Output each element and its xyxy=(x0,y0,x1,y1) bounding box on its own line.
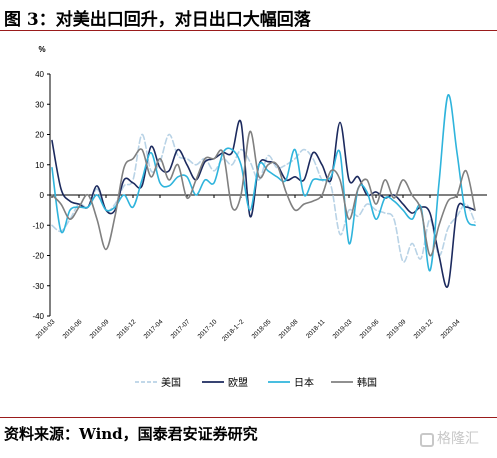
title-rule xyxy=(0,30,497,31)
x-tick-label: 2018-05 xyxy=(251,318,273,340)
x-tick-label: 2016-03 xyxy=(35,318,57,340)
x-tick-label: 2018-08 xyxy=(278,318,300,340)
x-tick-label: 2016-06 xyxy=(62,318,84,340)
chart-series xyxy=(51,94,476,288)
x-tick-label: 2019-03 xyxy=(332,318,354,340)
y-tick-label: 40 xyxy=(35,70,44,79)
source-note: 资料来源：Wind，国泰君安证券研究 xyxy=(4,425,258,443)
y-tick-label: 20 xyxy=(35,131,44,140)
figure-title: 图 3：对美出口回升，对日出口大幅回落 xyxy=(4,10,311,30)
y-axis-unit: % xyxy=(38,45,45,54)
watermark-logo-icon xyxy=(420,433,434,447)
x-tick-label: 2016-12 xyxy=(116,318,138,340)
x-tick-label: 2018-11 xyxy=(305,318,327,340)
legend-label-1: 欧盟 xyxy=(228,377,248,389)
x-tick-label: 2018-1~2 xyxy=(221,318,246,343)
y-tick-label: -20 xyxy=(32,252,44,261)
watermark: 格隆汇 xyxy=(420,428,479,448)
x-tick-label: 2019-12 xyxy=(413,318,435,340)
legend-label-3: 韩国 xyxy=(357,376,377,389)
y-tick-label: 30 xyxy=(35,100,44,109)
x-tick-label: 2017-04 xyxy=(143,318,165,340)
x-tick-label: 2017-07 xyxy=(170,318,192,340)
y-tick-label: 10 xyxy=(35,161,44,170)
legend-label-2: 日本 xyxy=(294,376,314,389)
y-tick-label: 0 xyxy=(40,191,45,200)
legend-label-0: 美国 xyxy=(161,376,181,389)
series-line-0 xyxy=(51,133,476,263)
x-tick-label: 2019-09 xyxy=(386,318,408,340)
watermark-label: 格隆汇 xyxy=(437,431,479,447)
series-line-1 xyxy=(51,119,476,288)
y-tick-label: -40 xyxy=(32,312,44,321)
y-tick-label: -30 xyxy=(32,282,44,291)
title-bar: 图 3：对美出口回升，对日出口大幅回落 xyxy=(0,0,497,30)
x-tick-label: 2017-10 xyxy=(197,318,219,340)
source-rule xyxy=(0,417,497,418)
x-tick-label: 2016-09 xyxy=(89,318,111,340)
chart-legend: 美国 欧盟 日本 韩国 xyxy=(135,376,377,389)
x-tick-label: 2019-06 xyxy=(359,318,381,340)
series-line-2 xyxy=(51,94,476,272)
series-line-3 xyxy=(51,130,476,257)
x-tick-label: 2020-04 xyxy=(440,318,462,340)
y-tick-label: -10 xyxy=(32,221,44,230)
